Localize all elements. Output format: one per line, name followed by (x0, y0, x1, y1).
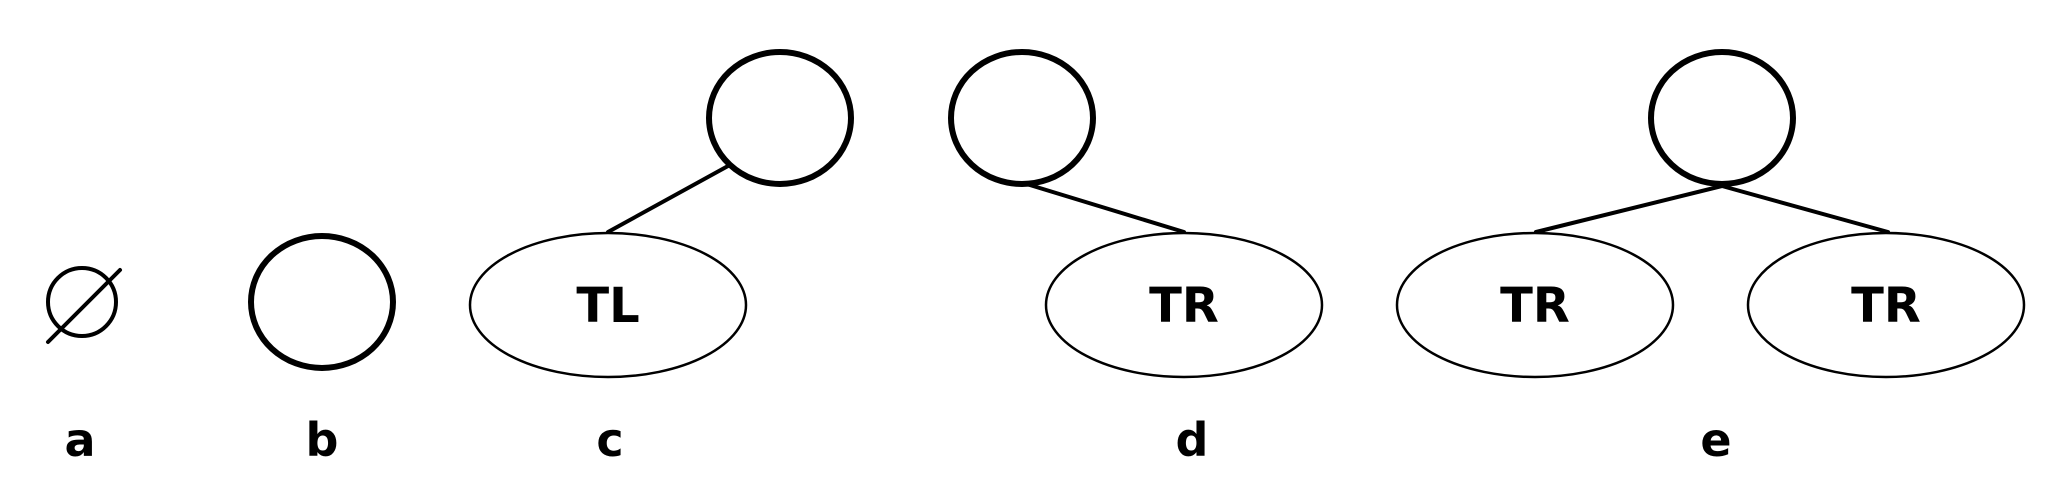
tree-edge-left (1534, 184, 1724, 234)
tree-edge (1018, 180, 1186, 234)
panel-label-a: a (64, 413, 95, 467)
subtree-left (468, 231, 748, 379)
panel-a: a (46, 266, 122, 467)
panel-label-b: b (306, 413, 339, 467)
panel-label-d: d (1176, 413, 1209, 467)
tree-edge-right (1720, 184, 1890, 234)
tree-edge (606, 164, 730, 234)
tree-node-root (948, 49, 1096, 187)
panel-label-e: e (1700, 413, 1731, 467)
panel-b: b (248, 233, 396, 467)
tree-node (248, 233, 396, 371)
subtree-label: TR (1500, 278, 1570, 334)
subtree-right (1044, 231, 1324, 379)
tree-node-root (706, 49, 854, 187)
subtree-left (1395, 231, 1675, 379)
subtree-label: TR (1851, 278, 1921, 334)
subtree-label: TR (1149, 278, 1219, 334)
panel-label-c: c (596, 413, 623, 467)
panel-d: TR d (948, 49, 1324, 467)
panel-c: TL c (468, 49, 854, 467)
tree-node-root (1648, 49, 1796, 187)
panel-e: TR TR e (1395, 49, 2026, 467)
subtree-label: TL (576, 278, 639, 334)
empty-set-icon (46, 266, 122, 344)
subtree-right (1746, 231, 2026, 379)
